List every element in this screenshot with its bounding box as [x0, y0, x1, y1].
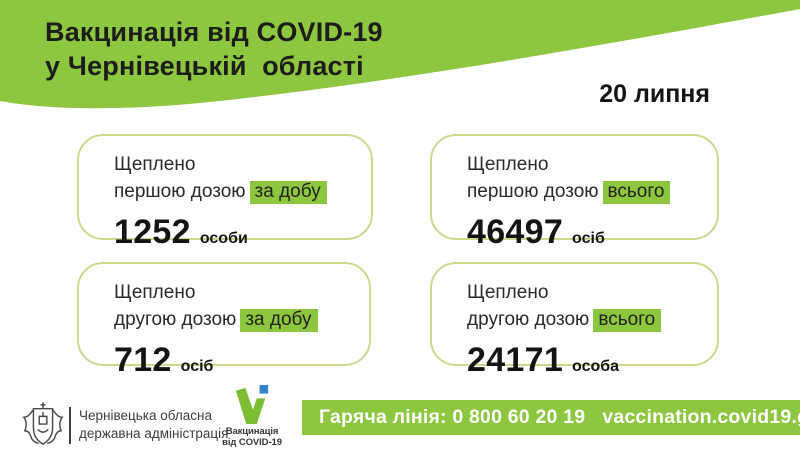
stat-label: Щеплено — [467, 282, 549, 303]
page-title-line2: у Чернівецькій області — [45, 51, 364, 81]
stat-highlight: всього — [593, 309, 662, 332]
stat-label-prefix: першою дозою — [114, 181, 246, 202]
vaccination-logo-line2: від COVID-19 — [222, 437, 282, 448]
vaccination-v-icon — [235, 385, 269, 424]
stat-label: Щеплено — [114, 282, 196, 303]
stat-label: Щеплено — [114, 154, 196, 175]
stat-card-first-dose-total: Щеплено першою дозою всього 46497 осіб — [430, 134, 719, 251]
stat-label: Щеплено — [467, 154, 549, 175]
administration-name: Чернівецька обласна державна адміністрац… — [79, 407, 228, 442]
header-banner-shape — [0, 0, 800, 109]
stat-value: 1252 — [114, 213, 191, 251]
stat-unit: осіб — [180, 358, 214, 375]
administration-name-line2: державна адміністрація — [79, 425, 229, 441]
vaccination-logo: Вакцинація від COVID-19 — [222, 385, 282, 448]
administration-name-line1: Чернівецька обласна — [79, 408, 212, 423]
stat-label-prefix: другою дозою — [467, 309, 590, 330]
stat-value: 712 — [114, 341, 172, 379]
stat-card-second-dose-daily: Щеплено другою дозою за добу 712 осіб — [77, 262, 371, 379]
vaccination-logo-line1: Вакцинація — [225, 426, 279, 437]
website-url: vaccination.covid19.gov.ua — [602, 406, 800, 428]
stat-unit: осіб — [572, 230, 605, 247]
stat-value: 24171 — [467, 341, 564, 379]
stat-unit: особи — [199, 230, 248, 247]
stat-unit: особа — [572, 358, 620, 375]
stat-highlight: за добу — [249, 181, 327, 204]
stat-highlight: за добу — [240, 309, 318, 332]
footer-divider — [69, 407, 71, 444]
vaccination-logo-text: Вакцинація від COVID-19 — [222, 426, 282, 448]
stat-highlight: всього — [602, 181, 671, 204]
stat-label-prefix: другою дозою — [114, 309, 237, 330]
page-title: Вакцинація від COVID-19 у Чернівецькій о… — [45, 15, 383, 83]
hotline-bar: Гаряча лінія: 0 800 60 20 19 vaccination… — [302, 400, 800, 435]
stat-card-first-dose-daily: Щеплено першою дозою за добу 1252 особи — [77, 134, 373, 251]
stat-card-second-dose-total: Щеплено другою дозою всього 24171 особа — [430, 262, 719, 379]
report-date: 20 липня — [599, 80, 710, 108]
hotline-number: Гаряча лінія: 0 800 60 20 19 — [319, 406, 586, 428]
stat-value: 46497 — [467, 213, 564, 251]
stat-label-prefix: першою дозою — [467, 181, 599, 202]
page-title-line1: Вакцинація від COVID-19 — [45, 17, 383, 47]
oblast-emblem-icon — [22, 402, 64, 446]
